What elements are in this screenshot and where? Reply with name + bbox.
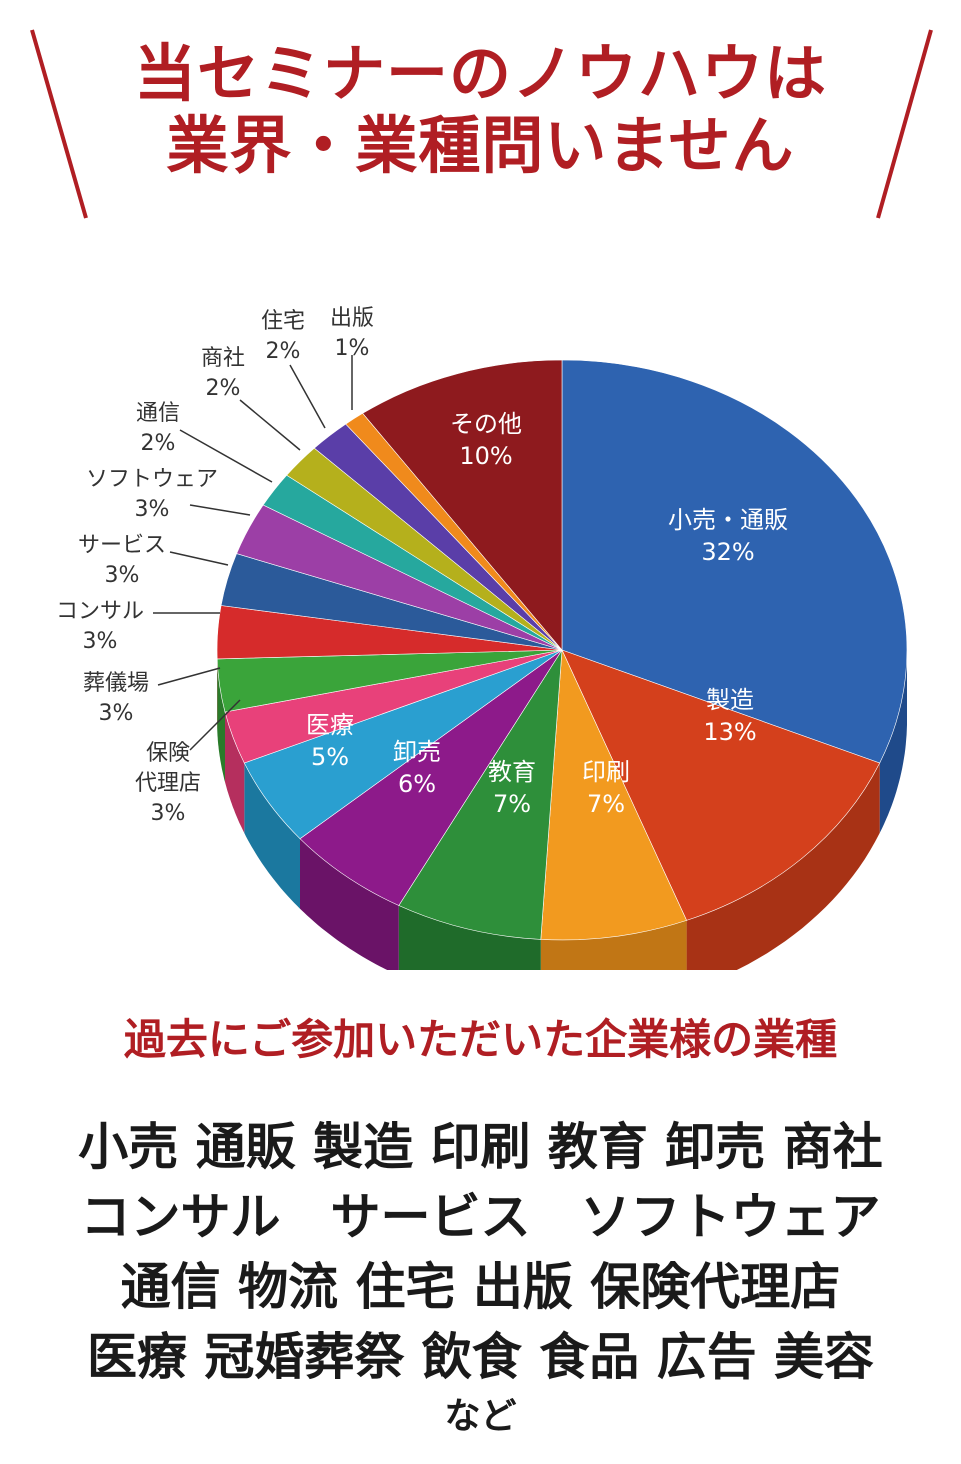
pie-callouts: 出版 1% 住宅 2% 商社 2% 通信 2% ソフトウェア 3% サービス 3% コンサル 3% 葬儀場 3… — [56, 306, 374, 826]
inside-label-5-0: 医療 — [306, 711, 354, 739]
pie-slice-0 — [561, 359, 908, 764]
pie-side-0 — [879, 650, 907, 833]
callout-label-8-1: 代理店 — [135, 771, 201, 796]
past-industries-subtitle: 過去にご参加いただいた企業様の業種 — [123, 1015, 838, 1064]
callout-label-3-0: 通信 — [136, 401, 180, 426]
pie-side-4 — [300, 838, 399, 970]
inside-label-4-0: 卸売 — [393, 738, 441, 766]
pie-side-1 — [686, 763, 880, 970]
callout-line-5 — [169, 551, 229, 566]
pie-side-2 — [540, 920, 687, 970]
callout-label-1-0: 住宅 — [261, 309, 305, 334]
headline-decoration — [30, 29, 933, 219]
pie-slices — [216, 359, 908, 941]
pie-side-3 — [398, 905, 541, 970]
industries-line-3: 通信 物流 住宅 出版 保険代理店 — [120, 1258, 841, 1316]
industries-etc: など — [444, 1396, 517, 1437]
callout-line-1 — [289, 364, 326, 429]
callout-label-2-1: 2% — [206, 376, 241, 401]
callout-label-5-1: 3% — [105, 563, 140, 588]
callout-line-3 — [179, 429, 273, 483]
headline: 当セミナーのノウハウは 業界・業種問いません — [0, 38, 961, 182]
inside-label-1-1: 13% — [703, 718, 756, 746]
industries-line-4: 医療 冠婚葬祭 飲食 食品 広告 美容 — [86, 1328, 875, 1386]
headline-line-1: 当セミナーのノウハウは — [133, 37, 827, 110]
pie-side-6 — [225, 712, 245, 833]
inside-label-2-0: 印刷 — [582, 758, 630, 786]
inside-label-0-1: 32% — [701, 538, 754, 566]
callout-label-4-1: 3% — [135, 497, 170, 522]
callout-label-2-0: 商社 — [201, 346, 245, 371]
callout-label-7-0: 葬儀場 — [83, 671, 149, 696]
inside-label-2-1: 7% — [587, 790, 625, 818]
callout-label-0-0: 出版 — [330, 306, 374, 331]
callout-line-2 — [239, 399, 301, 451]
callout-label-7-1: 3% — [99, 701, 134, 726]
callout-line-7 — [157, 667, 221, 686]
callout-label-1-1: 2% — [266, 339, 301, 364]
inside-label-6-0: その他 — [450, 410, 522, 438]
pie-side-5 — [244, 763, 300, 909]
callout-line-4 — [189, 504, 251, 516]
past-industries-list: 小売 通販 製造 印刷 教育 卸売 商社 コンサル サービス ソフトウェア 通信… — [0, 1112, 961, 1442]
callout-label-8-2: 3% — [151, 801, 186, 826]
pie-side-7 — [217, 658, 225, 782]
inside-label-1-0: 製造 — [706, 686, 754, 714]
inside-label-3-0: 教育 — [488, 758, 536, 786]
pie-inside-labels: 小売・通販 32% 製造 13% 印刷 7% 教育 7% 卸売 6% 医療 5% その他 10% — [306, 410, 788, 818]
callout-label-6-1: 3% — [83, 629, 118, 654]
callout-label-6-0: コンサル — [56, 599, 144, 624]
inside-label-6-1: 10% — [459, 442, 512, 470]
callout-label-0-1: 1% — [335, 336, 370, 361]
callout-label-8-0: 保険 — [146, 741, 190, 766]
callout-label-4-0: ソフトウェア — [86, 467, 218, 492]
inside-label-5-1: 5% — [311, 743, 349, 771]
pie-slice-4 — [299, 649, 563, 906]
industries-line-2: コンサル サービス ソフトウェア — [80, 1188, 881, 1246]
callout-label-3-1: 2% — [141, 431, 176, 456]
industries-line-1: 小売 通販 製造 印刷 教育 卸売 商社 — [78, 1118, 883, 1176]
pie-slice-1 — [561, 649, 881, 921]
pie-slice-15 — [362, 359, 563, 651]
inside-label-4-1: 6% — [398, 770, 436, 798]
inside-label-3-1: 7% — [493, 790, 531, 818]
callout-label-5-0: サービス — [78, 533, 166, 558]
right-slash-line — [876, 29, 933, 219]
headline-line-2: 業界・業種問いません — [166, 109, 795, 182]
industry-pie-chart: 小売・通販 32% 製造 13% 印刷 7% 教育 7% 卸売 6% 医療 5% その他 10% 出版 1% 住… — [56, 306, 908, 970]
callout-line-8 — [189, 699, 241, 751]
inside-label-0-0: 小売・通販 — [668, 506, 788, 534]
pie-slice-2 — [540, 649, 688, 941]
pie-slice-3 — [398, 649, 563, 940]
left-slash-line — [30, 29, 88, 219]
pie-side-walls — [217, 650, 907, 970]
